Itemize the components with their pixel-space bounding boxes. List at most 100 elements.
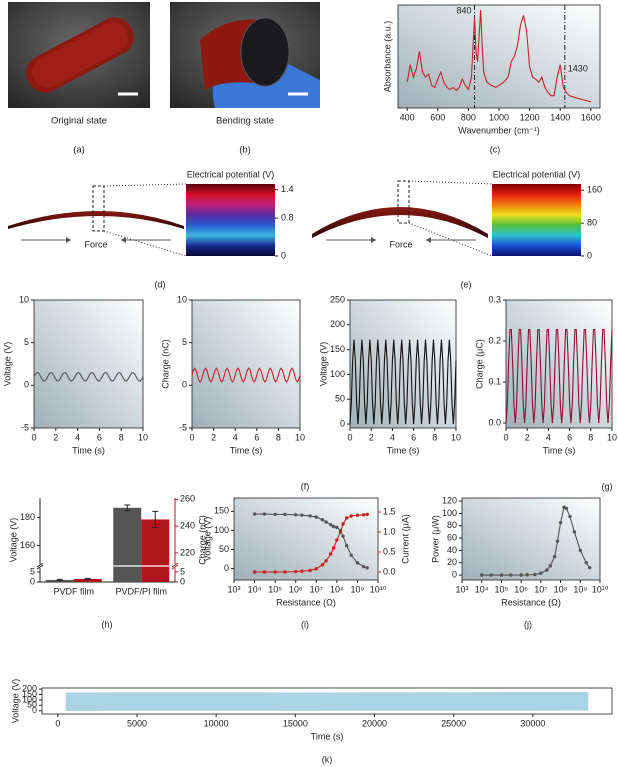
data-point — [365, 512, 369, 517]
colorbar — [186, 184, 275, 256]
bar — [113, 507, 142, 582]
y-tick-label: 0 — [32, 705, 37, 715]
y-tick-label: 160 — [20, 540, 35, 550]
data-point — [308, 568, 312, 573]
data-point — [344, 516, 349, 520]
x-tick-label: 2 — [53, 432, 58, 442]
colorbar-tick-label: 80 — [587, 217, 597, 227]
x-tick-label: 4 — [390, 432, 395, 442]
data-point — [572, 530, 577, 534]
colorbar-title: Electrical potential (V) — [493, 169, 581, 179]
x-tick-label: 10000 — [204, 718, 229, 728]
data-point — [320, 563, 325, 567]
colorbar-tick-label: 0.8 — [281, 212, 294, 222]
data-point — [355, 513, 360, 517]
y2-tick-label: 240 — [180, 521, 195, 531]
y2-tick-label: 5 — [180, 566, 185, 576]
data-point — [252, 512, 257, 516]
arrow-head — [371, 237, 376, 243]
data-point — [335, 525, 339, 530]
y2-tick-label: 0 — [180, 576, 185, 586]
data-point — [273, 570, 277, 574]
data-point — [539, 571, 543, 575]
x-tick-label: 1200 — [520, 112, 540, 122]
error-bar — [56, 578, 63, 582]
data-point — [283, 570, 287, 574]
data-point — [548, 564, 552, 568]
data-point — [314, 567, 318, 571]
y2-tick-label: 0.5 — [383, 546, 396, 556]
data-point — [324, 559, 328, 563]
arrow-head — [426, 237, 431, 243]
x-axis-label: Time (s) — [543, 445, 576, 455]
panel-label: (a) — [73, 145, 85, 156]
x-tick-label: 10⁸ — [554, 584, 568, 594]
zoom-line — [103, 183, 187, 187]
colorbar — [492, 184, 581, 256]
y-tick-label: 200 — [330, 319, 345, 329]
voltage-band — [65, 692, 589, 711]
data-point — [328, 522, 333, 527]
x-tick-label: 1600 — [581, 112, 601, 122]
x-tick-label: 5000 — [127, 718, 147, 728]
x-tick-label: 0 — [347, 432, 352, 442]
panel-label: (f) — [301, 481, 310, 491]
y-tick-label: 0.0 — [488, 417, 501, 427]
y-tick-label: 0 — [340, 418, 345, 428]
x-tick-label: 10 — [451, 432, 461, 442]
data-point — [324, 520, 328, 524]
photo-bending — [170, 2, 320, 108]
y-tick-label: 0 — [452, 569, 457, 579]
y2-tick-label: 1.0 — [383, 526, 396, 536]
y-axis-label: Voltage (V) — [10, 679, 20, 724]
data-point — [320, 518, 325, 522]
x-tick-label: 15000 — [283, 718, 308, 728]
colorbar-tick-label: 0 — [281, 250, 286, 260]
y-tick-label: 40 — [447, 545, 457, 555]
y-tick-label: 5 — [182, 337, 187, 347]
x-axis-label: Time (s) — [72, 445, 105, 455]
y-tick-label: 100 — [22, 694, 37, 704]
y-axis-label: Voltage (V) — [2, 342, 12, 387]
y-tick-label: 100 — [442, 508, 457, 518]
x-axis-label: Resistance (Ω) — [276, 597, 336, 607]
panel-label: (g) — [602, 481, 613, 491]
y-tick-label: 10 — [177, 294, 187, 304]
x-tick-label: 10⁴ — [248, 584, 262, 594]
y-tick-label: 250 — [330, 294, 345, 304]
data-point — [558, 520, 563, 525]
x-tick-label: 10¹⁰ — [592, 584, 609, 594]
data-point — [349, 553, 353, 557]
data-point — [525, 573, 529, 577]
data-point — [283, 512, 287, 517]
reference-label: 1430 — [568, 63, 588, 73]
colorbar-tick-label: 0 — [587, 250, 592, 260]
y-axis-label: Absorbance (a.u.) — [382, 21, 392, 93]
x-axis-label: Resistance (Ω) — [501, 597, 561, 607]
data-point — [499, 573, 504, 577]
x-tick-label: 20000 — [362, 718, 387, 728]
data-point — [552, 554, 557, 559]
y2-tick-label: 1.5 — [383, 506, 396, 516]
data-point — [349, 514, 353, 518]
data-point — [365, 566, 369, 570]
x-tick-label: 0 — [31, 432, 36, 442]
x-tick-label: 2 — [211, 432, 216, 442]
data-point — [262, 512, 267, 516]
x-tick-label: 10⁶ — [289, 584, 303, 594]
y-tick-label: 5 — [30, 566, 35, 576]
x-tick-label: 6 — [254, 432, 259, 442]
x-axis-label: Time (s) — [230, 445, 263, 455]
x-tick-label: 10⁵ — [268, 584, 282, 594]
panel-label: (c) — [490, 144, 501, 154]
plot-background — [192, 300, 300, 428]
plot-frame — [505, 299, 613, 429]
y-tick-label: 100 — [214, 525, 229, 535]
data-line — [481, 506, 591, 576]
plot-frame — [191, 299, 301, 429]
zoom-line — [408, 180, 493, 185]
photo-caption: Bending state — [216, 116, 274, 127]
plot-frame — [33, 299, 144, 429]
x-tick-label: 0 — [189, 432, 194, 442]
x-tick-label: 0 — [55, 718, 60, 728]
